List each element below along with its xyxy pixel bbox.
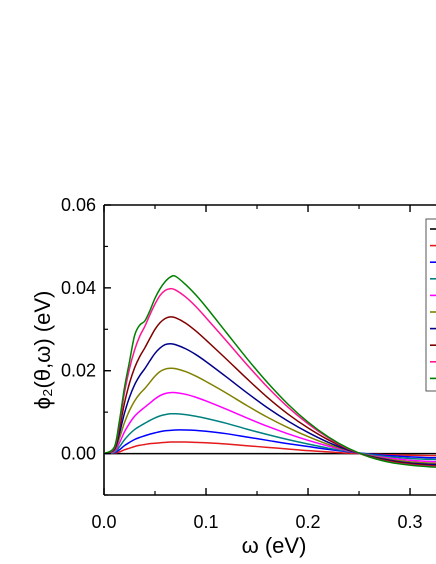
y-tick-label: 0.06 xyxy=(61,195,96,215)
y-tick-label: 0.02 xyxy=(61,361,96,381)
x-tick-label: 0.0 xyxy=(91,512,116,532)
x-tick-label: 0.1 xyxy=(193,512,218,532)
y-tick-label: 0.04 xyxy=(61,278,96,298)
legend-box xyxy=(425,218,436,392)
series-group xyxy=(104,274,436,468)
series-line-7 xyxy=(104,343,436,466)
y-tick-label: 0.00 xyxy=(61,444,96,464)
series-line-5 xyxy=(104,391,436,463)
x-tick-label: 0.3 xyxy=(398,512,423,532)
x-axis-title: ω (eV) xyxy=(242,533,307,558)
legend xyxy=(425,218,436,392)
series-line-10 xyxy=(104,274,436,468)
series-line-6 xyxy=(104,367,436,465)
series-line-2 xyxy=(104,441,436,457)
axis-ticks: 0.0 0.1 0.2 0.3 0.00 0.02 0.04 0.06 xyxy=(61,195,423,532)
y-axis-title: ϕ₂(θ,ω) (eV) xyxy=(30,291,55,410)
x-tick-label: 0.2 xyxy=(296,512,321,532)
plot-frame xyxy=(103,204,436,496)
